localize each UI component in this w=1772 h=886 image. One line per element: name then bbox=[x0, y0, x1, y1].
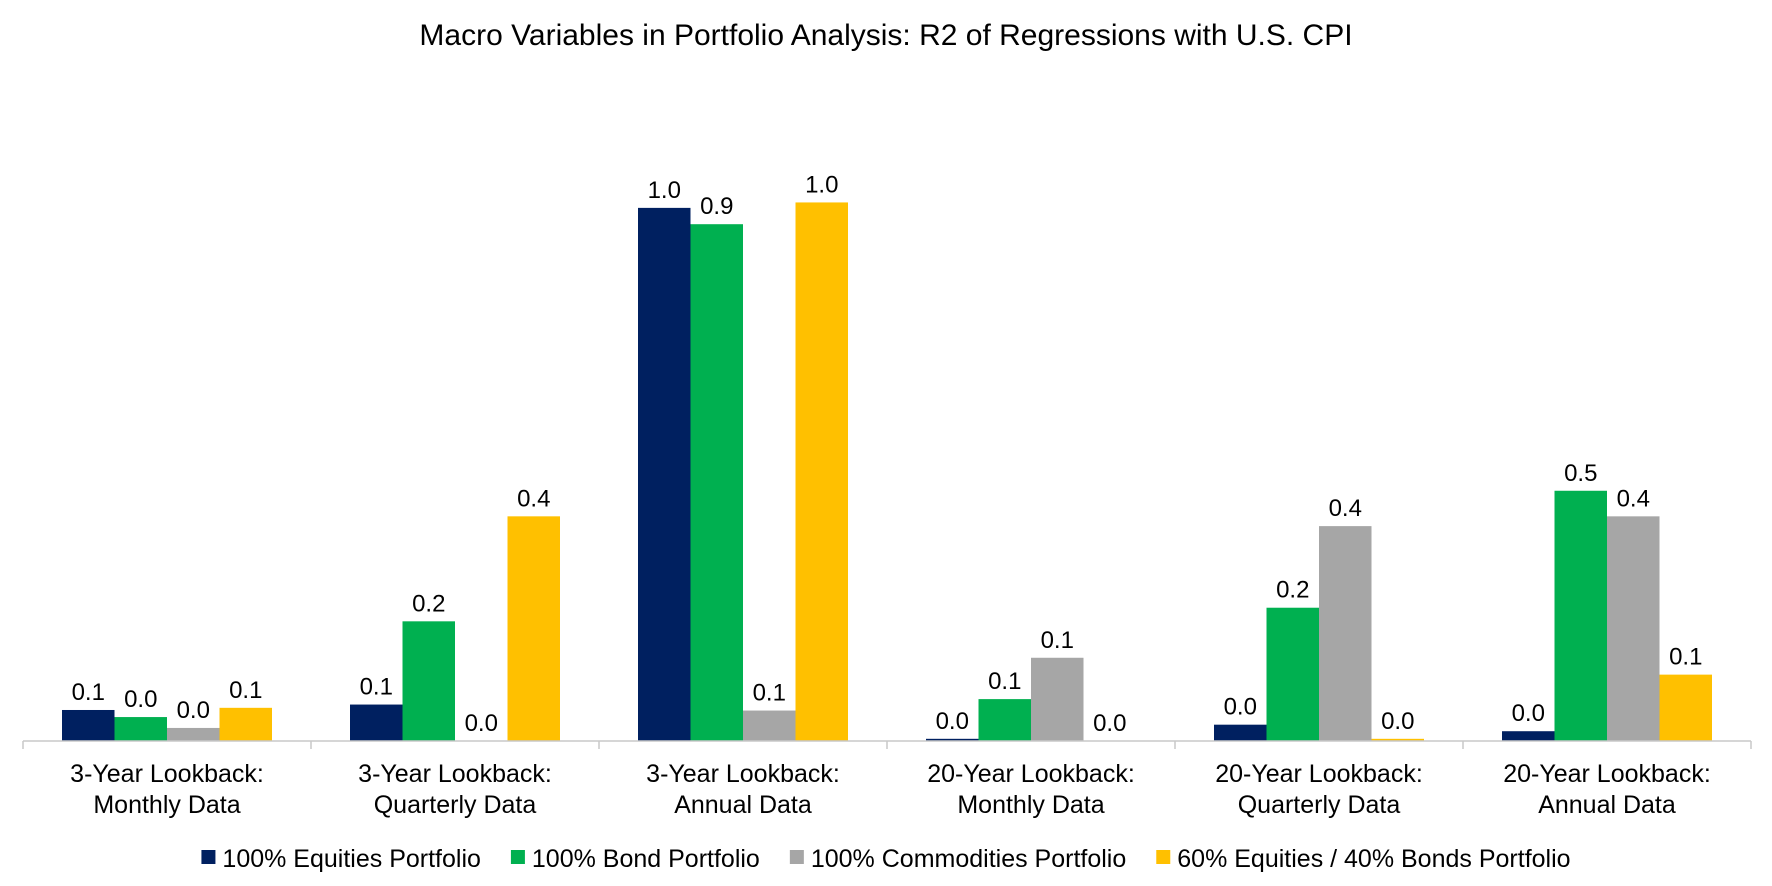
category-label-5: 20-Year Lookback: Quarterly Data bbox=[1215, 760, 1423, 819]
bar-100-equities-portfolio-1 bbox=[62, 709, 115, 741]
data-label-100-equities-portfolio-4: 0.0 bbox=[936, 708, 969, 735]
data-label-100-equities-portfolio-2: 0.1 bbox=[360, 674, 393, 701]
legend-label-100-equities-portfolio: 100% Equities Portfolio bbox=[222, 845, 480, 873]
bar-100-commodities-portfolio-3 bbox=[743, 710, 796, 741]
category-label-4-line-1: 20-Year Lookback: bbox=[927, 760, 1135, 788]
bars-layer bbox=[62, 202, 1712, 741]
chart-title: Macro Variables in Portfolio Analysis: R… bbox=[419, 19, 1352, 52]
data-label-60-equities-40-bonds-portfolio-6: 0.1 bbox=[1669, 644, 1702, 671]
bar-60-equities-40-bonds-portfolio-5 bbox=[1371, 738, 1424, 741]
category-label-4-line-2: Monthly Data bbox=[957, 791, 1104, 819]
category-label-3-line-2: Annual Data bbox=[674, 791, 812, 819]
legend-item-60-equities-40-bonds-portfolio: 60% Equities / 40% Bonds Portfolio bbox=[1156, 845, 1571, 873]
data-label-60-equities-40-bonds-portfolio-2: 0.4 bbox=[517, 485, 550, 512]
data-label-100-bond-portfolio-5: 0.2 bbox=[1276, 577, 1309, 604]
legend-item-100-equities-portfolio: 100% Equities Portfolio bbox=[201, 845, 481, 873]
bar-100-bond-portfolio-1 bbox=[114, 717, 167, 741]
data-label-60-equities-40-bonds-portfolio-1: 0.1 bbox=[229, 677, 262, 704]
legend-swatch-100-bond-portfolio bbox=[510, 850, 525, 864]
bar-60-equities-40-bonds-portfolio-6 bbox=[1659, 674, 1712, 741]
legend-item-100-bond-portfolio: 100% Bond Portfolio bbox=[510, 845, 760, 873]
bar-100-bond-portfolio-6 bbox=[1554, 490, 1607, 741]
legend: 100% Equities Portfolio 100% Bond Portfol… bbox=[201, 845, 1571, 873]
bar-100-equities-portfolio-4 bbox=[926, 738, 979, 741]
data-label-100-bond-portfolio-2: 0.2 bbox=[412, 590, 445, 617]
bar-60-equities-40-bonds-portfolio-1 bbox=[219, 707, 272, 741]
data-label-100-commodities-portfolio-4: 0.1 bbox=[1041, 627, 1074, 654]
data-label-60-equities-40-bonds-portfolio-5: 0.0 bbox=[1381, 708, 1414, 735]
data-labels-layer: 0.1 0.1 1.0 0.0 0.0 0.0 0.0 0.2 0.9 0.1 0.2 0.5 0.0 0… bbox=[72, 171, 1703, 737]
category-label-6: 20-Year Lookback: Annual Data bbox=[1503, 760, 1711, 819]
category-label-6-line-1: 20-Year Lookback: bbox=[1503, 760, 1711, 788]
category-label-5-line-2: Quarterly Data bbox=[1238, 791, 1401, 819]
bar-100-equities-portfolio-5 bbox=[1214, 724, 1267, 741]
data-label-100-equities-portfolio-5: 0.0 bbox=[1224, 694, 1257, 721]
data-label-100-commodities-portfolio-3: 0.1 bbox=[753, 680, 786, 707]
bar-100-equities-portfolio-6 bbox=[1502, 731, 1555, 741]
category-label-2: 3-Year Lookback: Quarterly Data bbox=[358, 760, 552, 819]
category-label-4: 20-Year Lookback: Monthly Data bbox=[927, 760, 1135, 819]
data-label-100-equities-portfolio-1: 0.1 bbox=[72, 679, 105, 706]
legend-label-100-bond-portfolio: 100% Bond Portfolio bbox=[532, 845, 760, 873]
bar-100-bond-portfolio-5 bbox=[1266, 607, 1319, 741]
bar-100-commodities-portfolio-6 bbox=[1607, 516, 1660, 741]
legend-swatch-100-commodities-portfolio bbox=[789, 850, 804, 864]
data-label-100-commodities-portfolio-5: 0.4 bbox=[1329, 495, 1362, 522]
category-label-1: 3-Year Lookback: Monthly Data bbox=[70, 760, 264, 819]
legend-label-100-commodities-portfolio: 100% Commodities Portfolio bbox=[811, 845, 1126, 873]
data-label-100-commodities-portfolio-6: 0.4 bbox=[1617, 485, 1650, 512]
bar-100-commodities-portfolio-1 bbox=[167, 727, 220, 741]
data-label-100-commodities-portfolio-2: 0.0 bbox=[465, 710, 498, 737]
bar-60-equities-40-bonds-portfolio-3 bbox=[795, 202, 848, 741]
bar-100-bond-portfolio-3 bbox=[690, 224, 743, 741]
category-label-3-line-1: 3-Year Lookback: bbox=[646, 760, 840, 788]
data-label-60-equities-40-bonds-portfolio-4: 0.0 bbox=[1093, 710, 1126, 737]
bar-100-bond-portfolio-4 bbox=[978, 699, 1031, 741]
bar-100-equities-portfolio-3 bbox=[638, 207, 691, 741]
data-label-100-bond-portfolio-1: 0.0 bbox=[124, 686, 157, 713]
category-label-6-line-2: Annual Data bbox=[1538, 791, 1676, 819]
data-label-100-bond-portfolio-4: 0.1 bbox=[988, 668, 1021, 695]
data-label-100-equities-portfolio-6: 0.0 bbox=[1512, 700, 1545, 727]
data-label-100-bond-portfolio-3: 0.9 bbox=[700, 193, 733, 220]
category-label-5-line-1: 20-Year Lookback: bbox=[1215, 760, 1423, 788]
bar-100-equities-portfolio-2 bbox=[350, 704, 403, 741]
category-label-1-line-1: 3-Year Lookback: bbox=[70, 760, 264, 788]
data-label-100-bond-portfolio-6: 0.5 bbox=[1564, 460, 1597, 487]
category-label-2-line-2: Quarterly Data bbox=[374, 791, 537, 819]
legend-label-60-equities-40-bonds-portfolio: 60% Equities / 40% Bonds Portfolio bbox=[1177, 845, 1570, 873]
data-label-100-equities-portfolio-3: 1.0 bbox=[648, 177, 681, 204]
legend-swatch-60-equities-40-bonds-portfolio bbox=[1156, 850, 1171, 864]
category-label-2-line-1: 3-Year Lookback: bbox=[358, 760, 552, 788]
legend-swatch-100-equities-portfolio bbox=[201, 850, 216, 864]
legend-item-100-commodities-portfolio: 100% Commodities Portfolio bbox=[789, 845, 1126, 873]
data-label-60-equities-40-bonds-portfolio-3: 1.0 bbox=[805, 171, 838, 198]
bar-100-commodities-portfolio-5 bbox=[1319, 526, 1372, 741]
x-axis-ticks bbox=[22, 741, 1752, 749]
data-label-100-commodities-portfolio-1: 0.0 bbox=[177, 697, 210, 724]
bar-100-bond-portfolio-2 bbox=[402, 621, 455, 741]
bar-60-equities-40-bonds-portfolio-2 bbox=[507, 516, 560, 741]
bar-100-commodities-portfolio-4 bbox=[1031, 657, 1084, 741]
category-label-1-line-2: Monthly Data bbox=[93, 791, 240, 819]
category-label-3: 3-Year Lookback: Annual Data bbox=[646, 760, 840, 819]
